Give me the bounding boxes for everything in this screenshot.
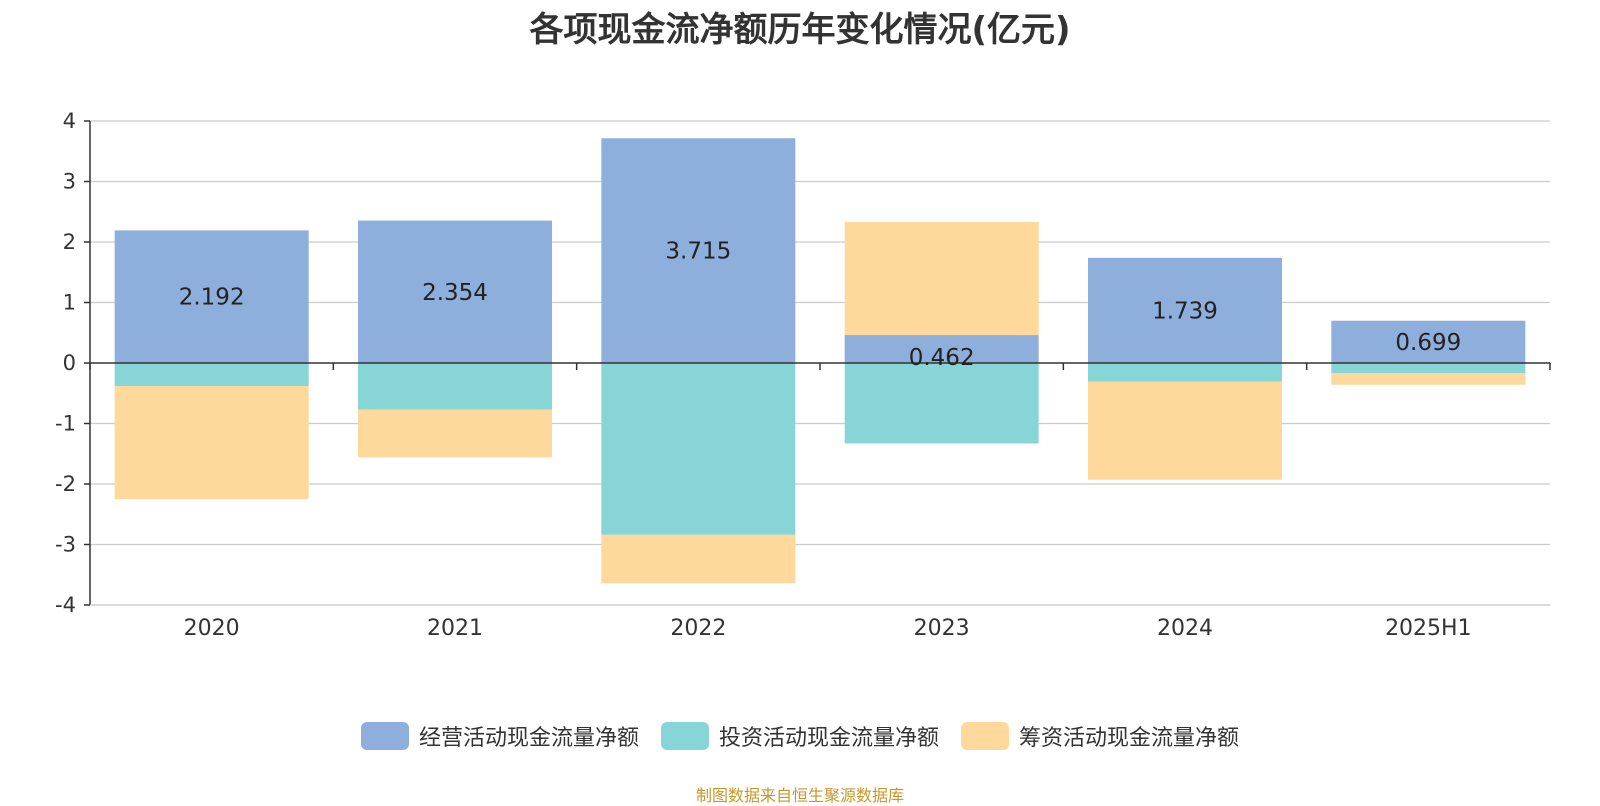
y-tick-label: 3 [63, 170, 76, 194]
data-label: 0.462 [909, 345, 975, 371]
y-tick-label: -3 [55, 533, 76, 557]
legend-item-investing[interactable]: 投资活动现金流量净额 [660, 720, 939, 752]
bar-investing-2022 [601, 363, 796, 535]
data-label: 3.715 [665, 239, 731, 265]
legend-label-operating: 经营活动现金流量净额 [418, 726, 639, 751]
y-tick-label: -4 [55, 593, 76, 617]
bar-investing-2021 [358, 363, 552, 410]
data-label: 2.354 [422, 280, 488, 306]
data-label: 2.192 [179, 285, 245, 311]
bar-operating-2025H1 [1331, 320, 1526, 363]
bar-operating-2020 [114, 230, 309, 363]
y-tick-label: 4 [63, 109, 76, 133]
legend-swatch-investing [660, 722, 709, 750]
legend-swatch-operating [360, 722, 409, 750]
y-tick-label: 2 [63, 230, 76, 254]
bar-investing-2024 [1088, 363, 1282, 382]
legend-swatch-financing [961, 722, 1009, 750]
x-tick-label: 2020 [184, 616, 240, 641]
bar-operating-2024 [1088, 257, 1282, 363]
x-tick-label: 2022 [670, 616, 726, 641]
legend: 经营活动现金流量净额 投资活动现金流量净额 筹资活动现金流量净额 [0, 720, 1600, 752]
bar-financing-2021 [358, 409, 552, 458]
x-tick-label: 2025H1 [1385, 616, 1472, 641]
bar-investing-2025H1 [1331, 363, 1526, 374]
bar-financing-2020 [114, 385, 309, 500]
axes: 4 3 2 1 0 -1 -2 -3 -4 2020 2021 2022 2023 2024 2025H1 [55, 109, 1551, 641]
legend-label-financing: 筹资活动现金流量净额 [1019, 726, 1240, 751]
data-label: 1.739 [1152, 298, 1218, 324]
bar-financing-2023 [844, 221, 1039, 336]
chart-title: 各项现金流净额历年变化情况(亿元) [529, 10, 1071, 50]
legend-item-operating[interactable]: 经营活动现金流量净额 [360, 720, 639, 752]
data-labels: 2.192 2.354 3.715 0.462 1.739 0.699 [179, 239, 1462, 371]
x-tick-label: 2023 [914, 616, 970, 641]
bar-operating-2022 [601, 138, 796, 363]
y-tick-label: -2 [55, 472, 76, 496]
x-tick-label: 2024 [1157, 616, 1213, 641]
bar-operating-2021 [358, 220, 552, 363]
bar-investing-2023 [844, 363, 1039, 444]
source-note: 制图数据来自恒生聚源数据库 [695, 786, 904, 805]
x-tick-label: 2021 [427, 616, 483, 641]
y-tick-label: 0 [63, 351, 76, 375]
legend-item-financing[interactable]: 筹资活动现金流量净额 [961, 720, 1239, 752]
bar-financing-2022 [601, 534, 796, 584]
bar-financing-2025H1 [1331, 373, 1526, 385]
bar-operating-2023 [844, 335, 1039, 363]
bar-financing-2024 [1088, 381, 1282, 480]
legend-label-investing: 投资活动现金流量净额 [718, 726, 939, 751]
y-tick-label: 1 [63, 291, 76, 315]
data-label: 0.699 [1395, 330, 1461, 356]
y-tick-label: -1 [55, 412, 76, 436]
bar-investing-2020 [114, 363, 309, 386]
bar-series [114, 138, 1526, 584]
